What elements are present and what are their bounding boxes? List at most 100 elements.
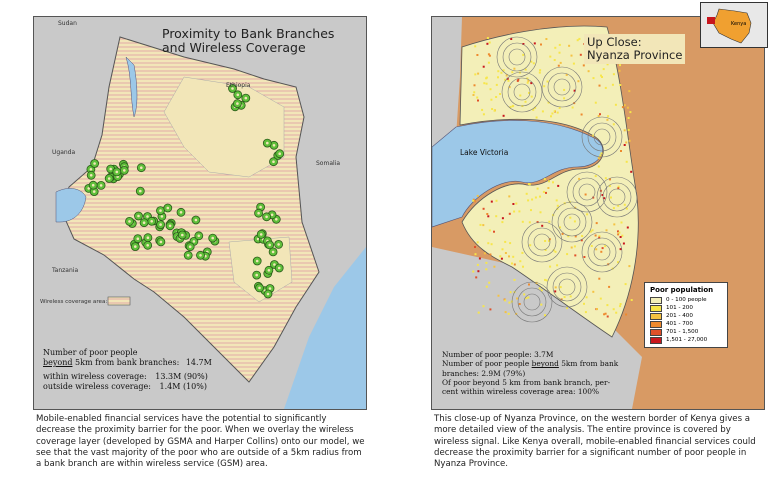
- population-cell: [612, 207, 615, 210]
- population-cell: [556, 207, 559, 210]
- population-cell: [554, 46, 557, 49]
- population-cell: [594, 175, 597, 178]
- population-cell: [495, 215, 498, 218]
- bank-branch-marker-center: [107, 177, 111, 180]
- population-cell: [570, 54, 573, 57]
- population-cell: [548, 240, 551, 242]
- population-cell: [495, 83, 498, 86]
- population-cell: [500, 71, 503, 74]
- population-cell: [582, 64, 585, 67]
- population-cell: [619, 84, 622, 86]
- bank-branch-marker-center: [168, 224, 172, 228]
- population-cell: [481, 108, 484, 111]
- branch-radius-ring: [533, 233, 551, 251]
- population-cell: [540, 289, 543, 292]
- population-cell: [472, 94, 475, 96]
- population-cell: [508, 255, 510, 258]
- population-cell: [604, 177, 607, 180]
- population-cell: [528, 183, 531, 186]
- bank-branch-marker-center: [273, 263, 276, 266]
- population-cell: [630, 299, 633, 301]
- bank-branch-marker-center: [255, 259, 259, 263]
- population-cell: [572, 62, 575, 65]
- bank-branch-marker-center: [146, 215, 149, 218]
- population-cell: [547, 187, 550, 189]
- population-cell: [592, 77, 595, 80]
- population-cell: [501, 248, 504, 251]
- population-cell: [559, 61, 562, 64]
- branch-radius-ring: [507, 77, 537, 107]
- population-cell: [499, 93, 501, 95]
- population-cell: [523, 293, 526, 296]
- population-cell: [482, 65, 485, 68]
- population-cell: [545, 279, 548, 282]
- branch-radius-ring: [587, 122, 617, 152]
- legend-swatch: [650, 312, 662, 320]
- population-cell: [626, 106, 629, 109]
- population-cell: [571, 106, 574, 109]
- population-cell: [485, 77, 488, 80]
- population-cell: [477, 270, 480, 273]
- legend-item: 401 - 700: [650, 320, 722, 328]
- branch-radius-ring: [547, 72, 577, 102]
- branch-radius-ring: [563, 213, 581, 231]
- population-cell: [567, 235, 570, 238]
- population-cell: [580, 113, 583, 116]
- population-cell: [606, 118, 609, 121]
- population-cell: [554, 290, 557, 293]
- population-cell: [553, 59, 556, 61]
- population-cell: [598, 236, 601, 239]
- population-cell: [620, 150, 622, 152]
- bank-branch-marker-center: [159, 240, 163, 244]
- population-cell: [621, 234, 624, 237]
- population-cell: [617, 233, 620, 236]
- branch-radius-ring: [496, 36, 538, 78]
- population-cell: [504, 78, 507, 81]
- bank-branch-marker-center: [268, 243, 271, 247]
- bank-branch-marker-center: [266, 141, 269, 145]
- population-cell: [574, 235, 577, 238]
- population-cell: [493, 230, 495, 233]
- population-cell: [561, 232, 564, 235]
- population-cell: [595, 222, 598, 225]
- population-cell: [565, 73, 568, 76]
- population-cell: [606, 315, 609, 318]
- right-caption: This close-up of Nyanza Province, on the…: [434, 414, 756, 470]
- population-cell: [580, 239, 583, 242]
- legend-swatch: [650, 336, 662, 344]
- bank-branch-marker-center: [91, 183, 95, 187]
- population-cell: [628, 90, 631, 93]
- population-cell: [506, 77, 509, 80]
- population-cell: [587, 70, 590, 73]
- branch-radius-ring: [593, 243, 611, 261]
- label-sudan: Sudan: [58, 20, 77, 27]
- branch-radius-ring: [608, 188, 626, 206]
- bank-branch-marker-center: [159, 209, 162, 212]
- population-cell: [609, 178, 611, 181]
- population-cell: [487, 215, 490, 218]
- population-cell: [528, 283, 530, 286]
- population-cell: [475, 276, 478, 279]
- population-cell: [563, 88, 566, 91]
- population-cell: [485, 82, 488, 85]
- label-somalia: Somalia: [316, 160, 341, 167]
- population-cell: [500, 257, 503, 260]
- population-cell: [524, 68, 527, 71]
- population-cell: [501, 221, 504, 224]
- population-cell: [548, 180, 550, 183]
- population-cell: [493, 109, 496, 112]
- population-cell: [526, 77, 529, 80]
- population-cell: [522, 43, 525, 45]
- population-cell: [516, 297, 519, 300]
- legend-swatch: [650, 304, 662, 312]
- population-cell: [599, 154, 602, 157]
- label-uganda: Uganda: [52, 149, 76, 156]
- population-cell: [488, 281, 491, 284]
- branch-radius-ring: [558, 278, 576, 296]
- population-cell: [518, 210, 521, 213]
- population-cell: [539, 211, 542, 214]
- population-cell: [516, 79, 519, 82]
- population-cell: [476, 96, 479, 99]
- population-cell: [624, 283, 627, 286]
- population-cell: [604, 86, 607, 89]
